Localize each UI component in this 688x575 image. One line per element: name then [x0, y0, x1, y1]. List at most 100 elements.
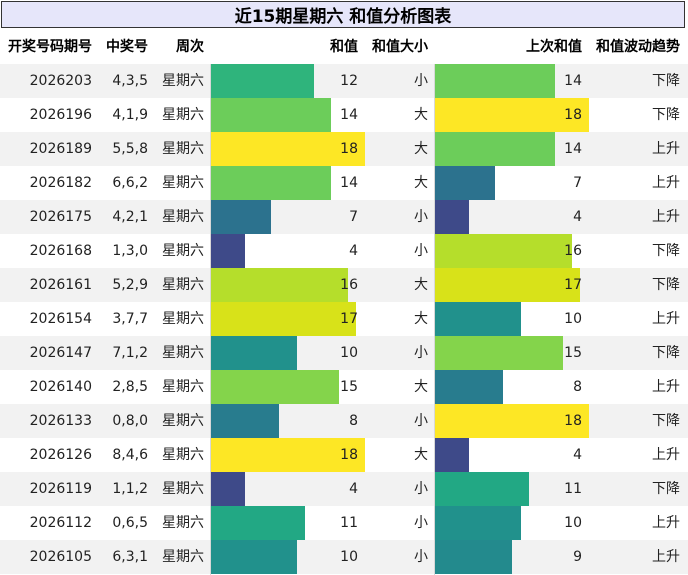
trend-cell: 上升	[652, 515, 680, 531]
sum-value: 18	[340, 447, 358, 463]
weekday-cell: 星期六	[162, 379, 204, 395]
trend-cell: 下降	[652, 243, 680, 259]
prev-sum-value: 17	[564, 277, 582, 293]
prev-sum-value: 9	[573, 549, 582, 565]
sum-value: 10	[340, 549, 358, 565]
table-row: 2026161 5,2,9 星期六 16 大 17 下降	[0, 268, 688, 302]
numbers-cell: 8,4,6	[112, 447, 148, 463]
numbers-cell: 2,8,5	[112, 379, 148, 395]
size-cell: 小	[414, 73, 428, 89]
table-row: 2026168 1,3,0 星期六 4 小 16 下降	[0, 234, 688, 268]
size-cell: 小	[414, 209, 428, 225]
size-cell: 小	[414, 413, 428, 429]
size-cell: 大	[414, 141, 428, 157]
sum-value: 14	[340, 175, 358, 191]
issue-cell: 2026126	[29, 447, 92, 463]
prev-sum-bar	[435, 132, 555, 166]
numbers-cell: 0,8,0	[112, 413, 148, 429]
weekday-cell: 星期六	[162, 515, 204, 531]
sum-value: 16	[340, 277, 358, 293]
prev-sum-value: 11	[564, 481, 582, 497]
prev-sum-bar	[435, 540, 512, 574]
size-cell: 大	[414, 107, 428, 123]
header-sum: 和值	[330, 39, 358, 55]
sum-value: 4	[349, 481, 358, 497]
sum-bar	[211, 132, 365, 166]
sum-bar	[211, 166, 331, 200]
weekday-cell: 星期六	[162, 413, 204, 429]
sum-value: 14	[340, 107, 358, 123]
sum-bar	[211, 64, 314, 98]
size-cell: 小	[414, 549, 428, 565]
prev-sum-bar	[435, 506, 521, 540]
issue-cell: 2026133	[29, 413, 92, 429]
sum-bar	[211, 200, 271, 234]
header-weekday: 周次	[176, 39, 204, 55]
weekday-cell: 星期六	[162, 175, 204, 191]
chart-title: 近15期星期六 和值分析图表	[1, 1, 685, 28]
prev-sum-bar	[435, 200, 469, 234]
size-cell: 大	[414, 277, 428, 293]
header-numbers: 中奖号	[106, 39, 148, 55]
trend-cell: 上升	[652, 549, 680, 565]
weekday-cell: 星期六	[162, 73, 204, 89]
prev-sum-value: 15	[564, 345, 582, 361]
sum-value: 17	[340, 311, 358, 327]
prev-sum-value: 18	[564, 413, 582, 429]
sum-bar	[211, 404, 279, 438]
weekday-cell: 星期六	[162, 549, 204, 565]
table-row: 2026133 0,8,0 星期六 8 小 18 下降	[0, 404, 688, 438]
numbers-cell: 3,7,7	[112, 311, 148, 327]
trend-cell: 上升	[652, 175, 680, 191]
table-row: 2026147 7,1,2 星期六 10 小 15 下降	[0, 336, 688, 370]
issue-cell: 2026161	[29, 277, 92, 293]
sum-value: 7	[349, 209, 358, 225]
prev-sum-value: 10	[564, 515, 582, 531]
sum-value: 15	[340, 379, 358, 395]
prev-sum-bar	[435, 404, 589, 438]
weekday-cell: 星期六	[162, 141, 204, 157]
table-row: 2026196 4,1,9 星期六 14 大 18 下降	[0, 98, 688, 132]
issue-cell: 2026147	[29, 345, 92, 361]
issue-cell: 2026154	[29, 311, 92, 327]
table-row: 2026203 4,3,5 星期六 12 小 14 下降	[0, 64, 688, 98]
weekday-cell: 星期六	[162, 447, 204, 463]
sum-bar	[211, 540, 297, 574]
numbers-cell: 5,5,8	[112, 141, 148, 157]
header-size: 和值大小	[372, 39, 428, 55]
table-row: 2026126 8,4,6 星期六 18 大 4 上升	[0, 438, 688, 472]
numbers-cell: 1,3,0	[112, 243, 148, 259]
trend-cell: 上升	[652, 141, 680, 157]
prev-sum-value: 4	[573, 209, 582, 225]
numbers-cell: 4,1,9	[112, 107, 148, 123]
trend-cell: 下降	[652, 107, 680, 123]
prev-sum-value: 10	[564, 311, 582, 327]
prev-sum-bar	[435, 98, 589, 132]
issue-cell: 2026119	[29, 481, 92, 497]
sum-value: 10	[340, 345, 358, 361]
table-row: 2026189 5,5,8 星期六 18 大 14 上升	[0, 132, 688, 166]
prev-sum-value: 14	[564, 141, 582, 157]
trend-cell: 下降	[652, 73, 680, 89]
weekday-cell: 星期六	[162, 311, 204, 327]
sum-value: 11	[340, 515, 358, 531]
prev-sum-value: 14	[564, 73, 582, 89]
table-row: 2026140 2,8,5 星期六 15 大 8 上升	[0, 370, 688, 404]
table-row: 2026119 1,1,2 星期六 4 小 11 下降	[0, 472, 688, 506]
table-row: 2026182 6,6,2 星期六 14 大 7 上升	[0, 166, 688, 200]
prev-sum-value: 4	[573, 447, 582, 463]
issue-cell: 2026168	[29, 243, 92, 259]
size-cell: 小	[414, 515, 428, 531]
size-cell: 小	[414, 481, 428, 497]
numbers-cell: 6,6,2	[112, 175, 148, 191]
table-row: 2026175 4,2,1 星期六 7 小 4 上升	[0, 200, 688, 234]
trend-cell: 上升	[652, 209, 680, 225]
trend-cell: 下降	[652, 481, 680, 497]
trend-cell: 下降	[652, 413, 680, 429]
trend-cell: 上升	[652, 447, 680, 463]
sum-bar	[211, 370, 339, 404]
sum-value: 8	[349, 413, 358, 429]
sum-value: 4	[349, 243, 358, 259]
prev-sum-bar	[435, 370, 503, 404]
sum-bar	[211, 336, 297, 370]
